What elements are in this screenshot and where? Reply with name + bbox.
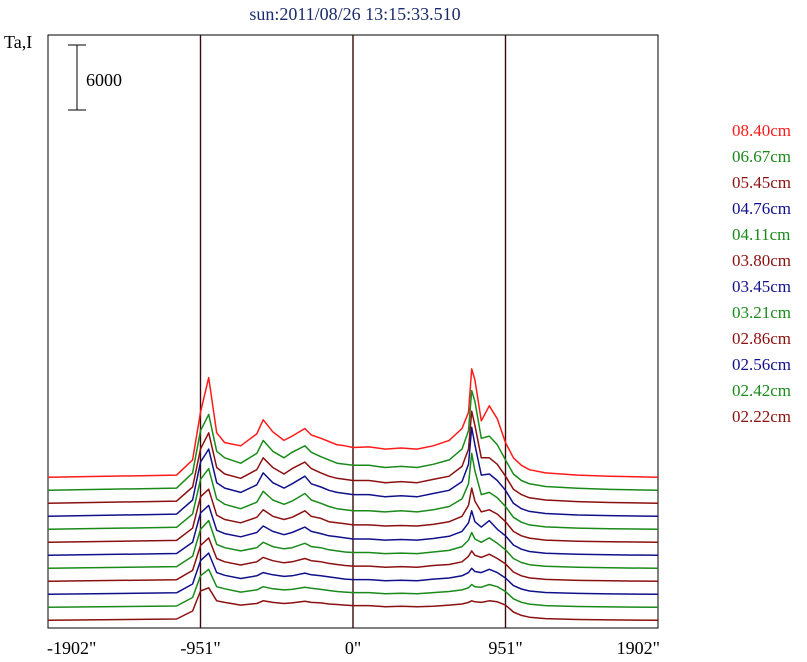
chart-title: sun:2011/08/26 13:15:33.510 — [249, 4, 461, 24]
legend-entry: 02.22cm — [732, 407, 792, 426]
legend-entry: 03.45cm — [732, 277, 792, 296]
legend-entry: 05.45cm — [732, 173, 792, 192]
legend-entry: 04.11cm — [732, 225, 791, 244]
series-line-04.11cm — [47, 452, 659, 531]
series-line-03.80cm — [47, 487, 659, 544]
series-line-03.21cm — [47, 519, 659, 570]
x-tick-label: -1902" — [47, 638, 96, 658]
series-line-02.86cm — [47, 537, 659, 583]
x-tick-label: 1902" — [617, 638, 660, 658]
series-line-03.45cm — [47, 504, 659, 557]
x-tick-label: -951" — [180, 638, 220, 658]
x-tick-label: 0" — [345, 638, 361, 658]
series-line-06.67cm — [47, 389, 659, 492]
x-tick-label: 951" — [488, 638, 522, 658]
legend-entry: 04.76cm — [732, 199, 792, 218]
legend-entry: 02.42cm — [732, 381, 792, 400]
y-axis-label: Ta,I — [4, 32, 33, 52]
series-line-08.40cm — [47, 368, 659, 479]
series-line-05.45cm — [47, 410, 659, 505]
series-line-04.76cm — [47, 426, 659, 518]
series-line-02.22cm — [47, 587, 659, 622]
legend-entry: 06.67cm — [732, 147, 792, 166]
series-line-02.42cm — [47, 568, 659, 609]
legend-entry: 02.56cm — [732, 355, 792, 374]
legend-entry: 08.40cm — [732, 121, 792, 140]
legend-entry: 03.21cm — [732, 303, 792, 322]
series-line-02.56cm — [47, 552, 659, 596]
scale-bar: 6000 — [68, 44, 122, 111]
legend-entry: 02.86cm — [732, 329, 792, 348]
legend-entry: 03.80cm — [732, 251, 792, 270]
scale-bar-label: 6000 — [86, 70, 122, 90]
legend: 08.40cm 06.67cm 05.45cm 04.76cm 04.11cm 03.80… — [732, 118, 791, 430]
